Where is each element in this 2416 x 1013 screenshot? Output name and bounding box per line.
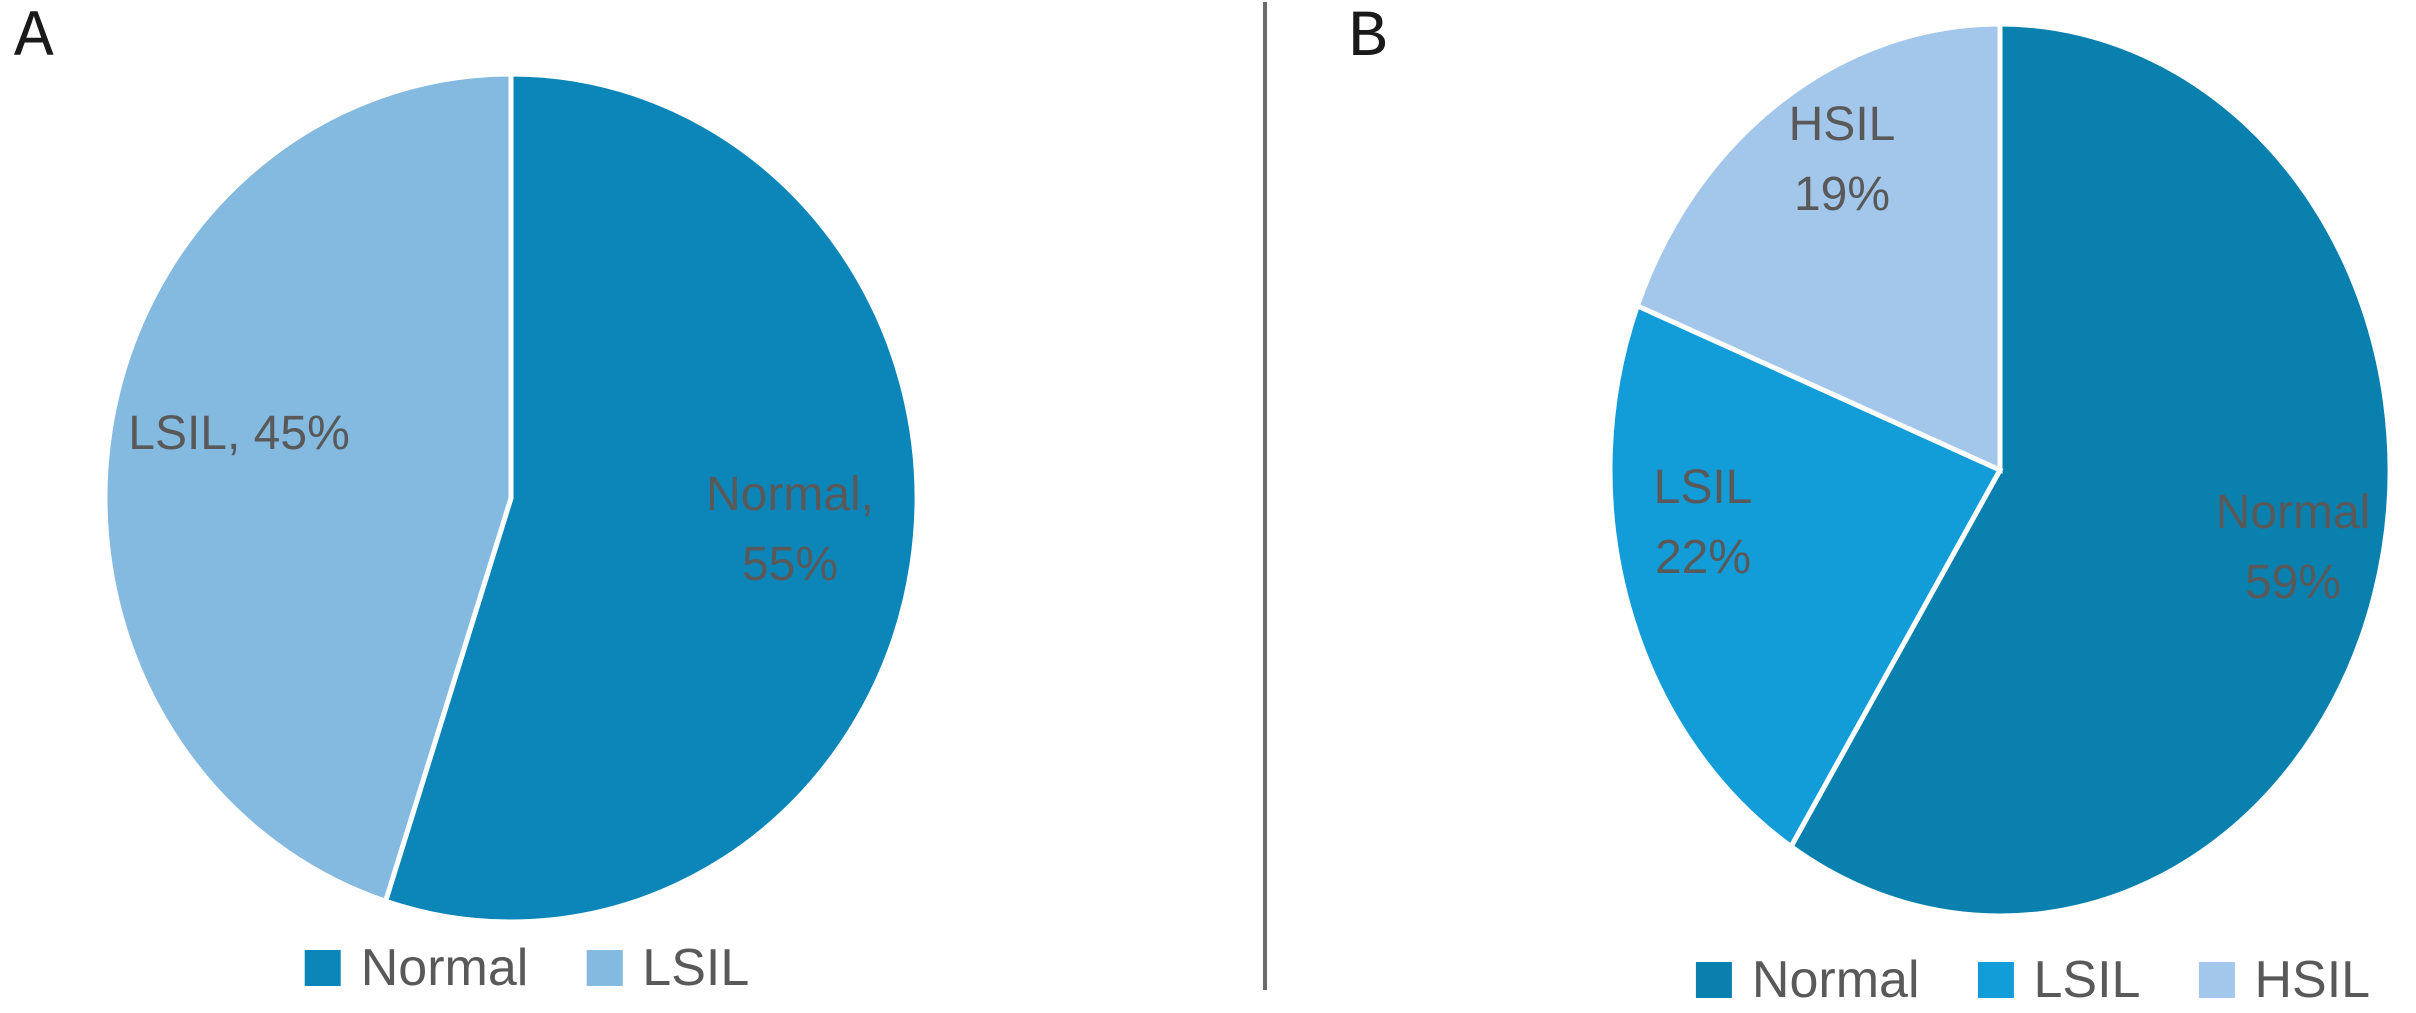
pie-b-legend-label-normal: Normal <box>1751 951 1920 1009</box>
pie-b-legend-item-lsil: LSIL <box>1977 954 2140 1006</box>
pie-a-lsil-data-label: LSIL, 45% <box>128 399 349 469</box>
panel-a-letter: A <box>14 0 54 75</box>
pie-b-normal-data-label: Normal 59% <box>2216 478 2371 618</box>
pie-a-lsil-data-label-line: LSIL, 45% <box>128 407 350 460</box>
pie-b-slice-hsil <box>1634 21 2003 474</box>
pie-a-slice-lsil <box>102 71 514 905</box>
pie-b-legend-label-lsil: LSIL <box>2033 951 2141 1009</box>
pie-b-lsil-data-label-line1: LSIL <box>1653 461 1753 514</box>
pie-a-legend-label-normal: Normal <box>360 939 529 997</box>
pie-a-legend: Normal LSIL <box>304 939 749 997</box>
pie-b-hsil-data-label-line2: 19% <box>1793 168 1891 221</box>
pie-b-lsil-data-label-line2: 22% <box>1654 531 1752 584</box>
pie-a-legend-swatch-lsil-icon <box>586 950 623 986</box>
pie-b-legend-swatch-normal-icon <box>1695 962 1732 998</box>
pie-a-legend-label-lsil: LSIL <box>642 939 750 997</box>
pie-b-normal-data-label-line1: Normal <box>2215 486 2371 539</box>
pie-a-legend-item-normal: Normal <box>304 939 529 997</box>
pie-a-normal-data-label-line1: Normal, <box>705 468 875 521</box>
pie-b-slice-normal <box>1787 21 2393 919</box>
pie-b-slice-lsil <box>1607 302 2004 851</box>
pie-b-normal-data-label-line2: 59% <box>2244 556 2342 609</box>
panel-b-letter: B <box>1348 0 1388 75</box>
pie-b-legend-item-normal: Normal <box>1695 951 1920 1009</box>
pie-a-legend-item-lsil: LSIL <box>586 942 749 994</box>
pie-a-normal-data-label-line2: 55% <box>741 538 839 591</box>
pie-b-legend: Normal LSIL HSIL <box>1695 951 2370 1009</box>
pie-a-legend-swatch-normal-icon <box>304 950 341 986</box>
pie-b-legend-label-hsil: HSIL <box>2254 951 2371 1009</box>
pie-a-normal-data-label: Normal, 55% <box>706 460 874 600</box>
pie-b-lsil-data-label: LSIL 22% <box>1654 453 1753 593</box>
pie-b-hsil-data-label: HSIL 19% <box>1789 90 1896 230</box>
pie-chart-a <box>102 71 920 925</box>
pie-b-legend-swatch-hsil-icon <box>2198 962 2235 998</box>
pie-b-legend-swatch-lsil-icon <box>1977 962 2014 998</box>
pie-b-legend-item-hsil: HSIL <box>2198 954 2370 1006</box>
pie-chart-b <box>1607 21 2393 919</box>
panel-divider-line <box>1263 2 1267 990</box>
pie-a-slice-normal <box>382 71 920 925</box>
pie-b-hsil-data-label-line1: HSIL <box>1788 98 1896 151</box>
